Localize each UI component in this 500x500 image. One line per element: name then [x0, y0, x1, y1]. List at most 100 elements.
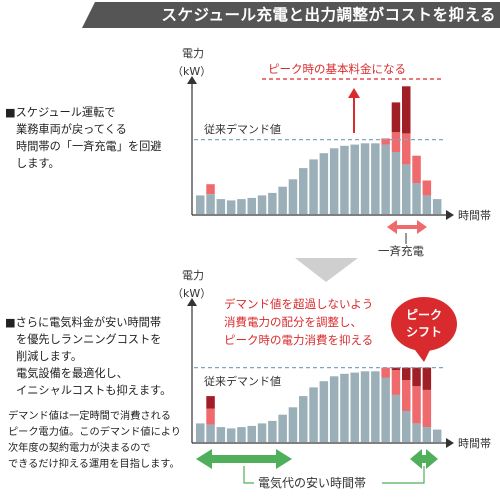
bar-red	[412, 155, 421, 183]
cheap-bracket-right	[382, 466, 425, 484]
charge-arrow-left	[387, 220, 397, 234]
bottom-desc-line: イニシャルコストも抑えます。	[16, 384, 172, 397]
bottom-desc-line: 電気設備を最適化し、	[16, 367, 128, 380]
bar-base	[268, 420, 277, 442]
top-x-axis-arrow	[446, 210, 454, 220]
bar-red	[402, 133, 411, 165]
bar-dark-red	[206, 396, 215, 409]
cheap-bracket-left	[243, 466, 254, 484]
banner-shape	[82, 2, 500, 28]
bar-base	[432, 429, 442, 442]
top-desc-line: ■スケジュール運転で	[5, 106, 116, 119]
bar-base	[329, 376, 339, 442]
bar-base	[360, 143, 370, 214]
bar-base	[340, 145, 349, 214]
bar-base	[237, 427, 246, 442]
down-chevron-icon	[295, 258, 358, 282]
bar-base	[247, 197, 256, 214]
bar-base	[391, 394, 401, 442]
callout-line: デマンド値を超過しないよう	[224, 297, 373, 311]
bar-red	[206, 408, 215, 425]
bar-base	[381, 377, 390, 442]
bar-base	[216, 199, 226, 214]
bar-base	[309, 387, 318, 442]
banner-title: スケジュール充電と出力調整がコストを抑える	[161, 6, 496, 24]
bar-base	[226, 200, 236, 214]
bar-base	[278, 414, 287, 442]
bar-red	[391, 370, 401, 395]
bar-base	[226, 428, 236, 442]
bar-base	[206, 424, 215, 442]
bar-base	[299, 168, 308, 214]
bar-base	[350, 372, 359, 442]
top-desc-line: します。	[16, 157, 60, 170]
bottom-demand-label: 従来デマンド値	[204, 374, 281, 388]
bar-red	[381, 367, 390, 378]
note-line: できるだけ抑える運用を目指します。	[8, 459, 180, 470]
charge-arrow-right	[417, 220, 427, 234]
bar-base	[216, 427, 226, 442]
bottom-desc-line: 削減します。	[16, 350, 83, 363]
bar-base	[299, 396, 308, 442]
top-yaxis-label: 電力	[182, 47, 204, 60]
top-description: ■スケジュール運転で 業務車両が戻ってくる 時間帯の「一斉充電」を回避 します。	[5, 104, 161, 172]
top-demand-label: 従来デマンド値	[204, 122, 281, 136]
bottom-bar-series	[196, 367, 442, 442]
peak-shift-line: シフト	[406, 325, 442, 339]
peak-shift-line: ピーク	[406, 308, 442, 322]
bottom-x-axis-arrow	[446, 438, 454, 448]
bar-red	[206, 184, 215, 195]
bar-base	[422, 195, 432, 214]
bar-base	[371, 371, 380, 442]
bar-base	[319, 381, 329, 442]
bar-red	[412, 386, 421, 424]
bar-dark-red	[391, 102, 401, 133]
top-y-axis-arrow	[187, 76, 197, 84]
top-bar-series	[196, 86, 442, 214]
callout-line: 消費電力の配分を調整し、	[224, 315, 362, 329]
peak-up-arrow-head	[348, 88, 360, 98]
bar-red	[381, 138, 390, 145]
bottom-desc-line: ■さらに電気料金が安い時間帯	[5, 316, 162, 329]
bar-base	[309, 159, 318, 214]
bar-base	[319, 153, 329, 214]
simultaneous-charge-label: 一斉充電	[378, 244, 424, 258]
cheap-period-label: 電気代の安い時間帯	[258, 475, 366, 490]
callout-line: ピーク時の電力消費を抑える	[224, 333, 373, 347]
bar-base	[257, 195, 267, 214]
bar-base	[247, 425, 256, 442]
cheap-arrow-right-head-l	[410, 449, 422, 469]
bottom-desc-line: を優先しランニングコストを	[16, 333, 162, 346]
bar-red	[422, 389, 432, 428]
top-xaxis-label: 時間帯	[458, 209, 491, 222]
bar-base	[412, 423, 421, 442]
bar-base	[237, 199, 246, 214]
bar-base	[340, 373, 349, 442]
top-desc-line: 時間帯の「一斉充電」を回避	[16, 140, 162, 153]
bar-base	[196, 195, 205, 214]
bottom-yaxis-unit: （kW）	[172, 287, 211, 300]
top-yaxis-unit: （kW）	[172, 65, 211, 78]
bar-base	[206, 194, 215, 214]
cheap-arrow-left-head-l	[196, 449, 212, 469]
bar-base	[350, 144, 359, 214]
bar-base	[288, 407, 298, 442]
note-line: デマンド値は一定時間で消費される	[8, 411, 171, 422]
bar-base	[288, 179, 298, 214]
bar-dark-red	[412, 367, 421, 387]
peak-base-fee-label: ピーク時の基本料金になる	[268, 62, 406, 76]
note-line: ピーク電力値。このデマンド値により	[8, 427, 181, 438]
demand-footnote: デマンド値は一定時間で消費される ピーク電力値。このデマンド値により 次年度の契…	[8, 409, 181, 473]
bar-dark-red	[391, 367, 401, 371]
bar-base	[196, 423, 205, 442]
cheap-arrow-left-head-r	[276, 449, 292, 469]
bar-base	[402, 164, 411, 214]
bar-dark-red	[422, 367, 432, 390]
bar-base	[412, 183, 421, 214]
bar-dark-red	[402, 367, 411, 380]
bottom-y-axis-arrow	[187, 298, 197, 306]
bar-base	[422, 427, 432, 442]
bar-base	[391, 152, 401, 214]
bottom-description: ■さらに電気料金が安い時間帯 を優先しランニングコストを 削減します。 電気設備…	[5, 314, 171, 399]
